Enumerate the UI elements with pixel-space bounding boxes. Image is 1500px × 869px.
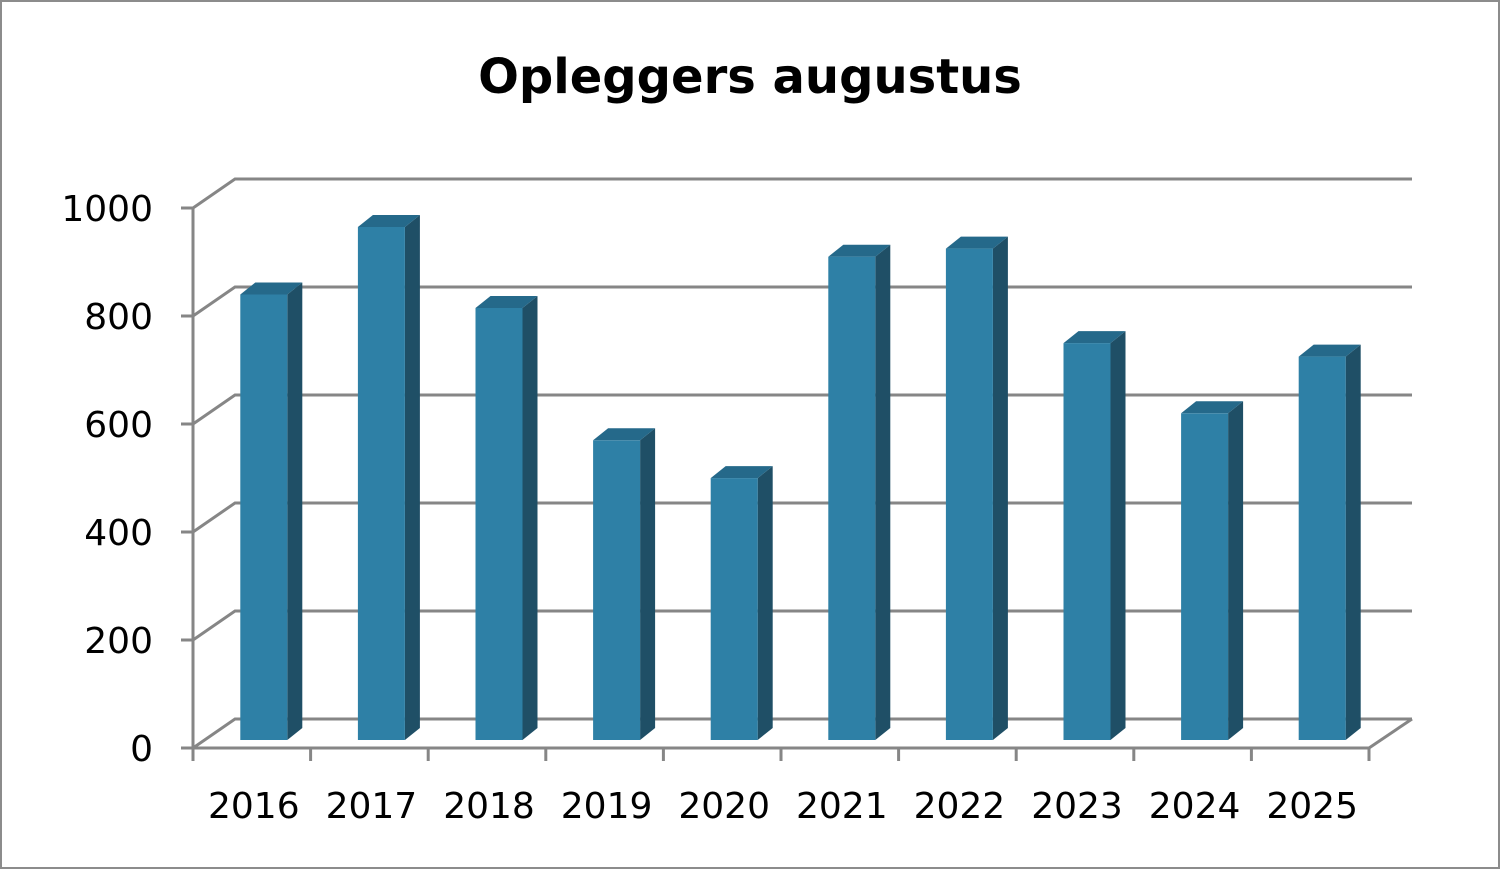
bar-front [1063, 343, 1111, 740]
bar-2019 [593, 428, 656, 740]
bar-side [1110, 331, 1126, 740]
bar-front [945, 248, 993, 740]
bar-front [1298, 356, 1346, 740]
bar-side [287, 282, 303, 740]
bar-front [240, 294, 288, 740]
bar-top [475, 296, 538, 308]
bar-2016 [240, 282, 303, 740]
chart-title: Opleggers augustus [478, 49, 1022, 105]
y-tick-label: 600 [84, 405, 153, 446]
bar-side [757, 466, 773, 740]
x-tick-label: 2018 [443, 786, 535, 827]
bar-side [640, 428, 656, 740]
bar-2025 [1298, 344, 1361, 740]
bar-side [522, 296, 538, 740]
bar-top [1181, 401, 1244, 414]
bar-top [593, 428, 656, 441]
y-tick-label: 1000 [61, 189, 153, 230]
bar-front [1181, 413, 1229, 740]
x-tick-label: 2024 [1149, 786, 1241, 827]
gridline [192, 285, 1412, 318]
bar-side [404, 215, 420, 740]
x-tick-label: 2025 [1266, 786, 1358, 827]
x-tick-label: 2017 [326, 786, 418, 827]
gridline [192, 501, 1412, 534]
bar-side [1345, 344, 1361, 740]
bar-top [945, 236, 1008, 249]
bar-top [710, 466, 773, 479]
bars [240, 215, 1361, 740]
x-tick-label: 2020 [678, 786, 770, 827]
bar-side [1228, 401, 1244, 740]
x-tick-label: 2022 [914, 786, 1006, 827]
bar-side [992, 236, 1008, 740]
bar-2023 [1063, 331, 1126, 740]
bar-front [710, 478, 758, 740]
x-tick-label: 2016 [208, 786, 300, 827]
bar-2022 [945, 236, 1008, 740]
gridlines [192, 177, 1412, 750]
x-tick-label: 2023 [1031, 786, 1123, 827]
y-tick-label: 200 [84, 621, 153, 662]
bar-top [240, 282, 303, 295]
x-tick-label: 2021 [796, 786, 888, 827]
y-tick-label: 800 [84, 297, 153, 338]
bar-front [593, 440, 641, 740]
x-axis-tick-labels: 2016 2017 2018 2019 2020 2021 2022 2023 2024 2025 [208, 786, 1358, 827]
gridline [192, 393, 1412, 426]
bar-top [357, 215, 420, 227]
axes [181, 206, 1413, 761]
y-tick-label: 0 [130, 729, 153, 770]
bar-front [475, 308, 523, 740]
bar-top [828, 244, 891, 257]
gridline [192, 609, 1412, 642]
bar-2020 [710, 466, 773, 740]
bar-front [357, 227, 405, 740]
floor-edge [1368, 717, 1413, 750]
bar-2021 [828, 244, 891, 740]
bar-2024 [1181, 401, 1244, 740]
x-tick-label: 2019 [561, 786, 653, 827]
bar-2018 [475, 296, 538, 740]
bar-top [1063, 331, 1126, 344]
y-axis-tick-labels: 0 200 400 600 800 1000 [61, 189, 153, 770]
bar-2017 [357, 215, 420, 740]
gridline [192, 717, 1412, 750]
bar-front [828, 256, 876, 740]
bar-top [1298, 344, 1361, 357]
y-tick-label: 400 [84, 513, 153, 554]
bar-side [875, 244, 891, 740]
gridline [192, 177, 1412, 210]
